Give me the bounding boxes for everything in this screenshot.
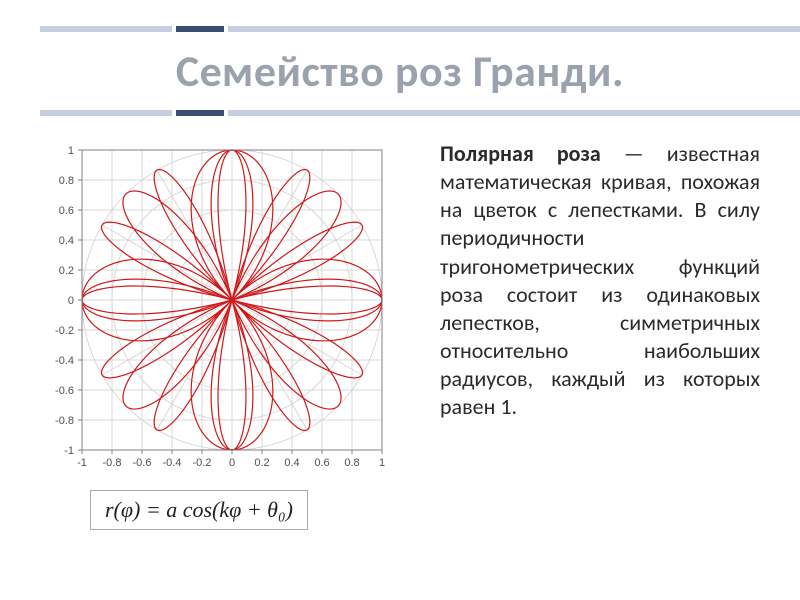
svg-text:0.2: 0.2	[59, 265, 74, 277]
svg-text:-0.2: -0.2	[55, 325, 74, 337]
svg-text:0: 0	[68, 295, 74, 307]
svg-text:0.8: 0.8	[344, 457, 359, 469]
body-paragraph: Полярная роза — известная математическая…	[440, 140, 760, 422]
svg-text:0.4: 0.4	[284, 457, 299, 469]
svg-text:-1: -1	[64, 445, 74, 457]
svg-text:0.6: 0.6	[59, 205, 74, 217]
svg-text:-0.6: -0.6	[133, 457, 152, 469]
svg-text:-0.8: -0.8	[103, 457, 122, 469]
rose-chart: -1 -0.8 -0.6 -0.4 -0.2 0 0.2 0.4 0.6 0.8 1 -1 -0.8 -0…	[40, 140, 420, 480]
svg-text:0.8: 0.8	[59, 175, 74, 187]
svg-text:-0.4: -0.4	[163, 457, 182, 469]
svg-text:0: 0	[229, 457, 235, 469]
formula: r(φ) = a cos(kφ + θ₀)	[90, 490, 308, 530]
svg-text:0.4: 0.4	[59, 235, 74, 247]
svg-text:-0.6: -0.6	[55, 385, 74, 397]
svg-text:1: 1	[379, 457, 385, 469]
svg-text:0.2: 0.2	[254, 457, 269, 469]
svg-text:-0.2: -0.2	[193, 457, 212, 469]
svg-text:-1: -1	[77, 457, 87, 469]
svg-text:1: 1	[68, 145, 74, 157]
svg-text:-0.8: -0.8	[55, 415, 74, 427]
svg-text:-0.4: -0.4	[55, 355, 74, 367]
svg-text:0.6: 0.6	[314, 457, 329, 469]
slide-title: Семейство роз Гранди.	[40, 44, 760, 98]
